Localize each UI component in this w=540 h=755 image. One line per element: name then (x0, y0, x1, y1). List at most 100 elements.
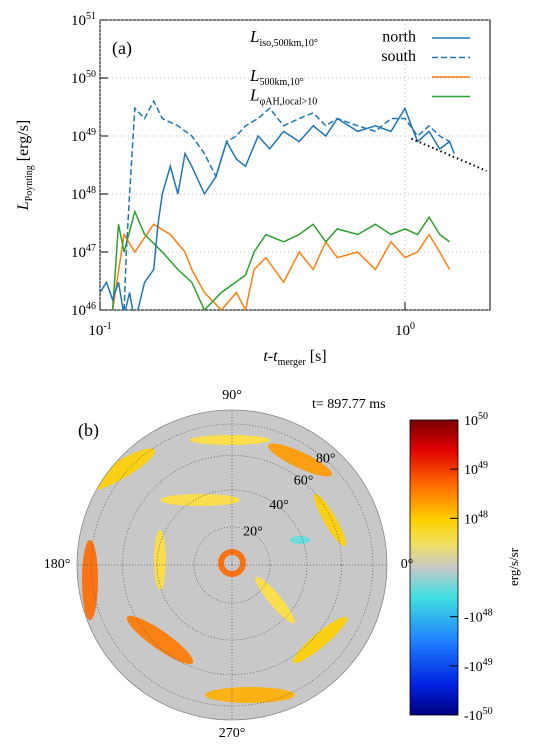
x-axis-label-part: merger (278, 357, 307, 368)
blob (160, 494, 240, 506)
blob (314, 493, 346, 547)
x-tick-label-part: 10 (88, 323, 103, 339)
blob (154, 530, 166, 590)
blob (205, 687, 295, 703)
legend-label: L500km,10° (249, 66, 304, 88)
colorbar-tick-label: -1049 (464, 657, 493, 675)
y-tick-label: 1050 (71, 69, 96, 88)
legend-label: Liso,500km,10° (249, 27, 318, 49)
series-line (111, 223, 451, 310)
blob (82, 540, 98, 620)
ring (193, 526, 271, 604)
x-tick-label-part: 0 (410, 321, 415, 332)
x-axis-label: t-tmerger [s] (263, 348, 326, 368)
x-axis-label-part: t-t (263, 348, 278, 365)
angle-label: 180° (44, 557, 71, 572)
legend-name: south (381, 48, 416, 65)
y-tick-label-part: 51 (86, 11, 96, 22)
y-tick-label: 1046 (71, 301, 96, 320)
y-tick-label-part: 48 (86, 185, 96, 196)
colorbar-tick-label-part: 10 (464, 513, 478, 528)
y-tick-label: 1049 (71, 127, 96, 146)
y-tick-label: 1048 (71, 185, 96, 204)
ring-label: 60° (294, 474, 314, 489)
colorbar-tick-label-part: -10 (464, 709, 483, 724)
plot-lines (100, 99, 487, 310)
y-tick-label: 1051 (71, 11, 96, 30)
ring-label: 80° (316, 452, 336, 467)
legend-label-part: φAH,local>10 (259, 96, 317, 107)
y-tick-label-part: 10 (71, 129, 86, 145)
ring (156, 489, 308, 641)
y-axis-unit: [erg/s] (15, 120, 32, 161)
colorbar-tick-label-part: 10 (464, 463, 478, 478)
plot-frame (99, 19, 491, 311)
colorbar-tick-label-part: -10 (464, 611, 483, 626)
legend-label-part: 500km,10° (259, 77, 303, 88)
y-tick-label: 1047 (71, 243, 96, 262)
colorbar-tick-label: -1048 (464, 607, 493, 625)
legend-label-part: iso,500km,10° (259, 38, 317, 49)
y-axis-label: LPoynting [erg/s] (15, 120, 35, 212)
colorbar-tick-label-part: 48 (478, 509, 488, 520)
y-tick-label-part: 10 (71, 245, 86, 261)
colorbar-unit: erg/s/sr (506, 547, 521, 586)
angle-label: 270° (219, 726, 246, 741)
x-tick-label: 10-1 (88, 321, 111, 340)
colorbar-tick-label-part: -10 (464, 660, 483, 675)
blob (126, 615, 194, 665)
colorbar-tick-label-part: 10 (464, 414, 478, 429)
blob (268, 443, 332, 477)
colorbar (409, 419, 459, 716)
legend-label: LφAH,local>10 (249, 85, 317, 107)
x-tick-label-part: -1 (103, 321, 111, 332)
ring-label: 20° (243, 524, 263, 539)
colorbar-tick-label: 1048 (464, 509, 488, 527)
series-line (100, 106, 455, 310)
y-tick-label-part: 49 (86, 127, 96, 138)
colorbar-tick-label-part: 48 (483, 607, 493, 618)
legend-label-part: L (249, 66, 259, 85)
colorbar-tick-label-part: 50 (478, 411, 488, 422)
y-tick-label-part: 10 (71, 71, 86, 87)
blob (85, 448, 155, 492)
heat-blobs (82, 435, 348, 703)
legend-label-part: L (249, 27, 259, 46)
blob (190, 435, 270, 445)
colorbar-tick-label-part: 49 (478, 460, 488, 471)
ring-label: 40° (269, 498, 289, 513)
angle-label: 0° (401, 557, 414, 572)
colorbar-tick-label: 1050 (464, 411, 488, 429)
blob (113, 435, 137, 445)
y-tick-label-part: 10 (71, 187, 86, 203)
ring (122, 455, 342, 675)
disk-edge (76, 409, 388, 721)
y-tick-label-part: 10 (71, 303, 86, 319)
x-axis-unit: [s] (310, 348, 327, 365)
x-tick-label: 100 (395, 321, 415, 340)
blob (255, 576, 295, 624)
angle-label: 90° (222, 388, 242, 403)
series-line (123, 99, 450, 310)
y-tick-label-part: 50 (86, 69, 96, 80)
x-tick-label-part: 10 (395, 323, 410, 339)
blob (292, 616, 348, 664)
legend-label-part: L (249, 85, 259, 104)
y-axis-label-part: L (15, 201, 32, 211)
y-tick-label-part: 10 (71, 13, 86, 29)
colorbar-tick-label-part: 49 (483, 657, 493, 668)
legend-name: north (382, 29, 416, 46)
panel-label: (b) (78, 420, 99, 441)
y-axis-label-part: Poynting (24, 165, 35, 201)
ring (90, 423, 374, 707)
y-tick-label-part: 47 (86, 243, 96, 254)
panel-label: (a) (112, 38, 132, 59)
colorbar-tick-label: 1049 (464, 460, 488, 478)
series-line (111, 209, 451, 310)
time-label: t= 897.77 ms (312, 397, 386, 412)
colorbar-tick-label-part: 50 (483, 706, 493, 717)
fit-line (411, 137, 487, 172)
blob (290, 536, 310, 544)
y-tick-label-part: 46 (86, 301, 96, 312)
